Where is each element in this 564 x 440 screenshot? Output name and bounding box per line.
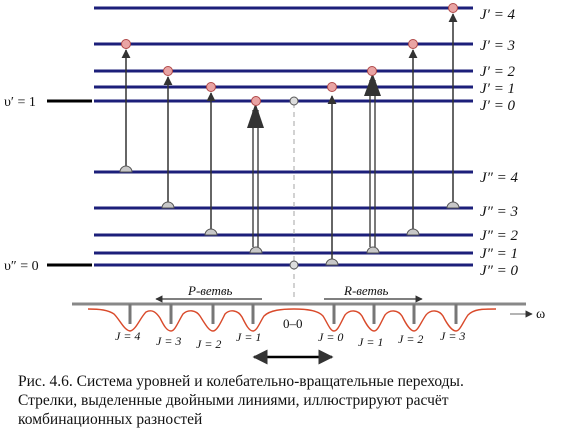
band-origin-label: 0–0 [283, 316, 303, 331]
upper-marker [367, 66, 377, 76]
absorption-spectrum-curve [87, 308, 497, 332]
lower-marker [119, 165, 133, 173]
upper-level-label-j1: J′ = 1 [480, 81, 515, 97]
upper-level-label-j0: J′ = 0 [480, 98, 516, 114]
p-branch-label: P-ветвь [187, 283, 233, 298]
v-upper-label: υ′ = 1 [4, 95, 36, 110]
lower-marker [161, 201, 175, 209]
upper-marker [408, 39, 418, 49]
upper-marker [251, 96, 261, 106]
r-tick-label-j1: J = 1 [358, 335, 383, 349]
caption-line-3: комбинационных разностей [18, 411, 203, 428]
upper-marker [206, 82, 216, 92]
lower-marker [366, 246, 380, 254]
lower-marker [446, 201, 460, 209]
upper-origin-marker [289, 96, 299, 106]
lower-marker [325, 258, 339, 266]
p-transition-j1-arrowhead [247, 103, 264, 128]
upper-marker [121, 39, 131, 49]
upper-level-label-j3: J′ = 3 [480, 38, 515, 54]
r-tick-label-j0: J = 0 [318, 330, 343, 344]
omega-label: ω [536, 307, 545, 322]
lower-level-label-j0: J″ = 0 [480, 263, 519, 279]
upper-marker [163, 66, 173, 76]
upper-level-label-j2: J′ = 2 [480, 64, 516, 80]
lower-state-markers [119, 165, 460, 266]
upper-marker [327, 82, 337, 92]
lower-origin-marker [289, 260, 299, 270]
p-tick-label-j3: J = 3 [156, 334, 181, 348]
p-tick-label-j2: J = 2 [196, 337, 221, 351]
r-transition-j1-arrowhead [364, 73, 381, 96]
lower-level-label-j2: J″ = 2 [480, 228, 519, 244]
upper-state-markers [121, 3, 458, 106]
caption-line-2: Стрелки, выделенные двойными линиями, ил… [18, 392, 449, 409]
figure-caption: Рис. 4.6. Система уровней и колебательно… [18, 372, 558, 429]
lower-level-label-j1: J″ = 1 [480, 246, 518, 262]
lower-level-label-j3: J″ = 3 [480, 204, 518, 220]
upper-level-label-j4: J′ = 4 [480, 7, 516, 23]
upper-levels [47, 6, 473, 103]
p-tick-label-j4: J = 4 [115, 329, 140, 343]
r-tick-label-j3: J = 3 [440, 329, 465, 343]
transition-arrows [121, 13, 458, 259]
r-branch-label: R-ветвь [343, 283, 389, 298]
lower-marker [406, 228, 420, 236]
lower-marker [204, 228, 218, 236]
upper-marker [448, 3, 458, 13]
spectrum-ticks [128, 304, 458, 324]
lower-level-label-j4: J″ = 4 [480, 170, 519, 186]
p-tick-label-j1: J = 1 [236, 330, 261, 344]
lower-marker [249, 246, 263, 254]
r-tick-label-j2: J = 2 [398, 332, 423, 346]
v-lower-label: υ″ = 0 [4, 259, 39, 274]
energy-level-diagram: J′ = 4 J′ = 3 J′ = 2 J′ = 1 J′ = 0 J″ = … [4, 3, 545, 365]
caption-line-1: Рис. 4.6. Система уровней и колебательно… [18, 373, 464, 390]
